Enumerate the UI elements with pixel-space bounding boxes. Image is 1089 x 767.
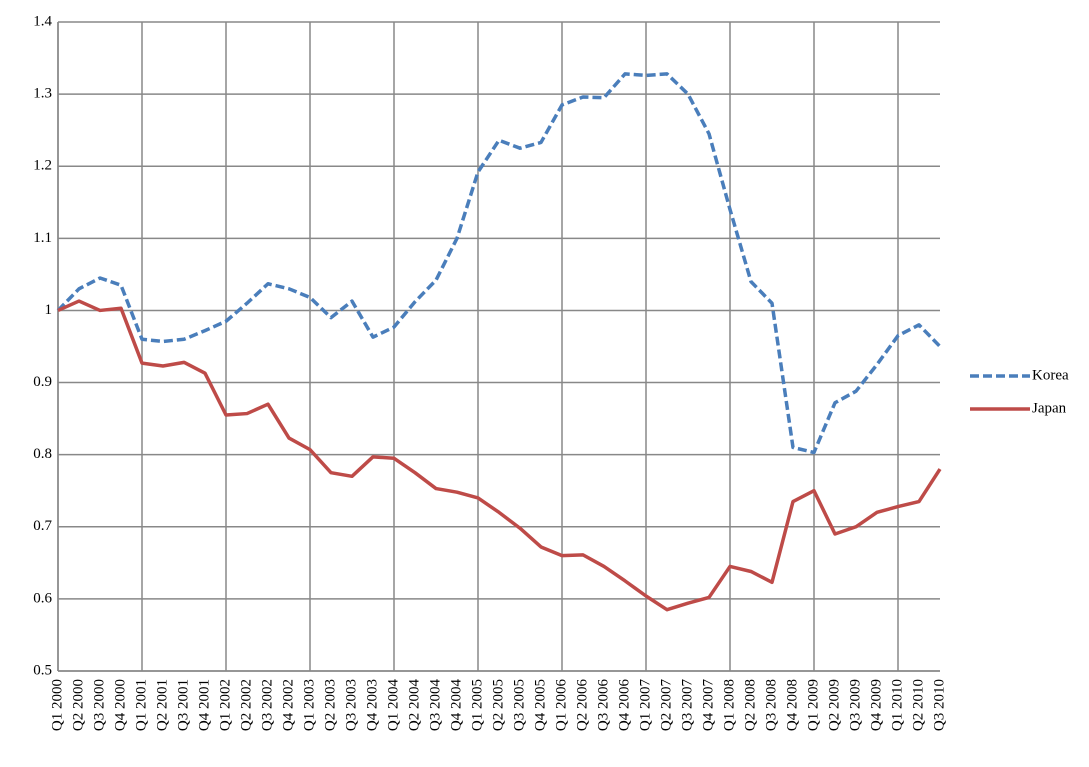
x-tick-label: Q4 2007 bbox=[700, 679, 716, 732]
x-tick-label: Q1 2007 bbox=[637, 679, 653, 732]
x-tick-label: Q2 2003 bbox=[322, 679, 338, 731]
x-tick-label: Q2 2009 bbox=[826, 679, 842, 731]
x-tick-label: Q1 2010 bbox=[889, 679, 905, 731]
x-tick-label: Q4 2005 bbox=[532, 679, 548, 731]
y-tick-label: 1.4 bbox=[33, 13, 52, 29]
x-tick-label: Q2 2002 bbox=[238, 679, 254, 731]
y-tick-label: 0.9 bbox=[33, 374, 52, 390]
x-tick-label: Q1 2004 bbox=[385, 679, 401, 732]
x-tick-label: Q1 2005 bbox=[469, 679, 485, 731]
x-tick-label: Q3 2007 bbox=[679, 679, 695, 732]
x-tick-label: Q2 2005 bbox=[490, 679, 506, 731]
x-tick-label: Q3 2000 bbox=[91, 679, 107, 731]
x-tick-label: Q3 2002 bbox=[259, 679, 275, 731]
y-tick-label: 0.6 bbox=[33, 590, 52, 606]
x-tick-label: Q2 2007 bbox=[658, 679, 674, 732]
x-tick-label: Q3 2001 bbox=[175, 679, 191, 731]
x-tick-label: Q4 2009 bbox=[868, 679, 884, 731]
x-tick-label: Q3 2006 bbox=[595, 679, 611, 732]
y-tick-label: 1.1 bbox=[33, 230, 52, 246]
x-tick-label: Q3 2009 bbox=[847, 679, 863, 731]
x-tick-label: Q1 2000 bbox=[49, 679, 65, 731]
x-tick-label: Q2 2008 bbox=[742, 679, 758, 731]
x-tick-label: Q4 2008 bbox=[784, 679, 800, 731]
x-tick-label: Q2 2006 bbox=[574, 679, 590, 732]
x-tick-label: Q1 2009 bbox=[805, 679, 821, 731]
x-tick-label: Q3 2004 bbox=[427, 679, 443, 732]
x-tick-label: Q4 2001 bbox=[196, 679, 212, 731]
x-tick-label: Q3 2008 bbox=[763, 679, 779, 731]
y-tick-label: 1.2 bbox=[33, 158, 52, 174]
x-tick-label: Q4 2002 bbox=[280, 679, 296, 731]
y-tick-label: 1.3 bbox=[33, 86, 52, 102]
x-tick-label: Q3 2010 bbox=[931, 679, 947, 731]
x-tick-label: Q3 2003 bbox=[343, 679, 359, 731]
y-tick-label: 0.7 bbox=[33, 518, 52, 534]
x-tick-label: Q1 2008 bbox=[721, 679, 737, 731]
x-tick-label: Q4 2000 bbox=[112, 679, 128, 731]
series-line bbox=[56, 72, 942, 455]
x-tick-label: Q4 2004 bbox=[448, 679, 464, 732]
x-tick-label: Q2 2004 bbox=[406, 679, 422, 732]
legend-label: Korea bbox=[1032, 367, 1069, 383]
x-tick-label: Q2 2010 bbox=[910, 679, 926, 731]
y-tick-label: 0.5 bbox=[33, 662, 52, 678]
y-tick-label: 1 bbox=[45, 302, 53, 318]
x-tick-label: Q4 2006 bbox=[616, 679, 632, 732]
x-tick-label: Q3 2005 bbox=[511, 679, 527, 731]
x-tick-label: Q2 2001 bbox=[154, 679, 170, 731]
x-tick-label: Q1 2002 bbox=[217, 679, 233, 731]
x-tick-label: Q2 2000 bbox=[70, 679, 86, 731]
legend-label: Japan bbox=[1032, 400, 1067, 416]
x-tick-label: Q1 2006 bbox=[553, 679, 569, 732]
x-tick-label: Q1 2001 bbox=[133, 679, 149, 731]
x-tick-label: Q1 2003 bbox=[301, 679, 317, 731]
series-line bbox=[57, 299, 942, 612]
x-tick-label: Q4 2003 bbox=[364, 679, 380, 731]
y-tick-label: 0.8 bbox=[33, 446, 52, 462]
